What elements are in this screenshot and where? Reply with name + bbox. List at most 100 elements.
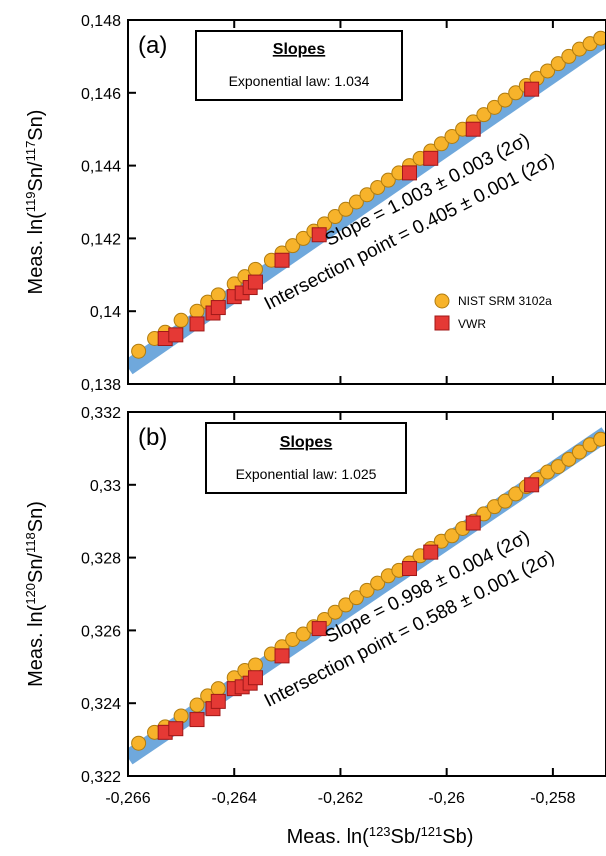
x-tick-label: -0,262 — [318, 790, 363, 807]
nist-point — [131, 343, 147, 359]
nist-point — [508, 85, 524, 101]
points-layer — [131, 431, 606, 751]
slopes-box-text: Exponential law: 1.025 — [236, 466, 377, 482]
nist-point — [327, 604, 343, 620]
vwr-point — [168, 327, 184, 343]
ticks-layer: -0,266 -0,264 -0,262 -0,26 -0,258 0,322 0,324 0… — [81, 405, 576, 807]
vwr-point — [189, 712, 205, 728]
nist-point — [210, 287, 226, 303]
vwr-point — [311, 621, 327, 637]
nist-point — [540, 63, 556, 79]
nist-point — [173, 312, 189, 328]
nist-point — [433, 136, 449, 152]
nist-point — [173, 708, 189, 724]
panel-label: (b) — [138, 424, 167, 451]
vwr-point — [210, 693, 226, 709]
slopes-box: Slopes Exponential law: 1.034 — [195, 30, 403, 101]
nist-point — [476, 107, 492, 123]
x-tick-label: -0,26 — [428, 790, 465, 807]
y-tick-label: 0,142 — [81, 231, 121, 248]
vwr-point — [210, 300, 226, 316]
y-axis-title: Meas. ln(119Sn/117Sn) — [23, 110, 47, 295]
nist-point — [247, 657, 263, 673]
nist-point — [486, 99, 502, 115]
plot-frame — [127, 19, 606, 385]
nist-point — [338, 201, 354, 217]
y-tick-label: 0,144 — [81, 159, 121, 176]
nist-point — [131, 735, 147, 751]
vwr-point — [274, 648, 290, 664]
y-tick-label: 0,148 — [81, 13, 121, 30]
y-tick-label: 0,33 — [90, 478, 121, 495]
vwr-point — [189, 316, 205, 332]
vwr-point — [524, 477, 540, 493]
y-tick-label: 0,138 — [81, 377, 121, 394]
panel-a: 0,138 0,14 0,142 0,144 0,146 0,148 (a) Slopes… — [23, 13, 606, 394]
y-tick-label: 0,14 — [90, 304, 121, 321]
nist-point — [348, 590, 364, 606]
nist-point — [380, 172, 396, 188]
nist-point — [338, 597, 354, 613]
legend-nist-label: NIST SRM 3102a — [458, 294, 552, 308]
legend-nist-marker — [434, 293, 450, 309]
nist-point — [571, 444, 587, 460]
nist-point — [370, 575, 386, 591]
nist-point — [359, 187, 375, 203]
panel-label: (a) — [138, 32, 167, 59]
nist-point — [550, 459, 566, 475]
nist-point — [497, 493, 513, 509]
legend-vwr-label: VWR — [458, 317, 486, 331]
nist-point — [497, 92, 513, 108]
x-tick-label: -0,258 — [530, 790, 575, 807]
y-tick-label: 0,324 — [81, 696, 121, 713]
nist-point — [444, 528, 460, 544]
nist-point — [189, 697, 205, 713]
vwr-point — [423, 150, 439, 166]
vwr-point — [311, 227, 327, 243]
nist-point — [327, 209, 343, 225]
nist-point — [348, 194, 364, 210]
x-tick-label: -0,266 — [105, 790, 150, 807]
nist-point — [247, 261, 263, 277]
vwr-point — [168, 721, 184, 737]
x-tick-label: -0,264 — [212, 790, 257, 807]
legend: NIST SRM 3102a VWR — [434, 293, 552, 331]
vwr-point — [247, 274, 263, 290]
y-tick-label: 0,328 — [81, 551, 121, 568]
vwr-point — [524, 81, 540, 97]
slopes-box-title: Slopes — [280, 434, 333, 451]
nist-point — [561, 48, 577, 64]
y-tick-label: 0,146 — [81, 86, 121, 103]
legend-vwr-marker — [434, 315, 450, 331]
nist-point — [295, 230, 311, 246]
vwr-point — [274, 252, 290, 268]
vwr-point — [423, 544, 439, 560]
y-tick-label: 0,332 — [81, 405, 121, 422]
nist-point — [550, 56, 566, 72]
nist-point — [359, 582, 375, 598]
nist-point — [285, 238, 301, 254]
slopes-box-text: Exponential law: 1.034 — [229, 73, 370, 89]
y-tick-label: 0,322 — [81, 769, 121, 786]
nist-point — [370, 179, 386, 195]
slopes-box-frame — [195, 30, 403, 101]
nist-point — [561, 451, 577, 467]
nist-point — [508, 486, 524, 502]
slopes-box: Slopes Exponential law: 1.025 — [205, 422, 407, 494]
vwr-point — [465, 121, 481, 137]
y-tick-label: 0,326 — [81, 623, 121, 640]
slopes-box-title: Slopes — [273, 41, 326, 58]
nist-point — [593, 30, 606, 46]
vwr-point — [401, 561, 417, 577]
x-axis-title: Meas. ln(123Sb/121Sb) — [287, 824, 474, 848]
vwr-point — [247, 670, 263, 686]
plot-frame — [127, 411, 606, 777]
y-axis-title: Meas. ln(120Sn/118Sn) — [23, 501, 47, 687]
nist-point — [295, 626, 311, 642]
points-layer — [131, 30, 606, 359]
nist-point — [444, 128, 460, 144]
nist-point — [210, 681, 226, 697]
vwr-point — [465, 515, 481, 531]
panel-b: -0,266 -0,264 -0,262 -0,26 -0,258 0,322 0,324 0… — [23, 405, 606, 807]
